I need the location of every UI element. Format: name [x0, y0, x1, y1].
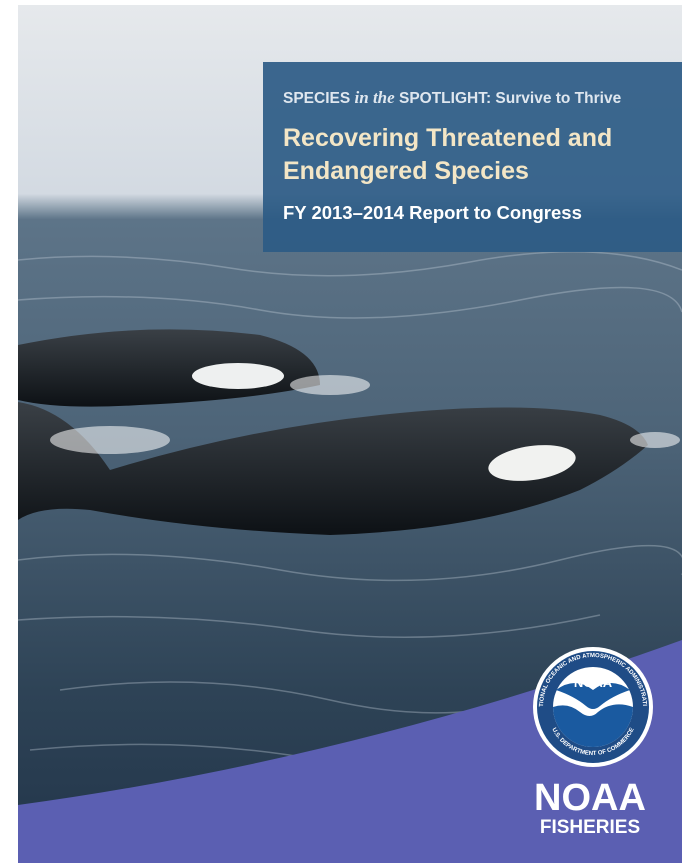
- series-line: SPECIES in the SPOTLIGHT: Survive to Thr…: [283, 88, 622, 107]
- brand-noaa: NOAA: [534, 777, 646, 819]
- logo-center: NOAA: [574, 675, 613, 690]
- brand-fisheries: FISHERIES: [540, 817, 640, 838]
- series-part: in the: [355, 88, 396, 107]
- series-part: SPOTLIGHT: Survive to Thrive: [399, 90, 622, 107]
- page: {"cover": { "series": {"part1": "SPECIES…: [0, 0, 682, 863]
- series-part: SPECIES: [283, 90, 350, 107]
- subtitle: FY 2013–2014 Report to Congress: [283, 202, 582, 223]
- cover: SPECIES in the SPOTLIGHT: Survive to Thr…: [0, 0, 682, 863]
- title-line: Endangered Species: [283, 157, 529, 185]
- title-line: Recovering Threatened and: [283, 124, 612, 152]
